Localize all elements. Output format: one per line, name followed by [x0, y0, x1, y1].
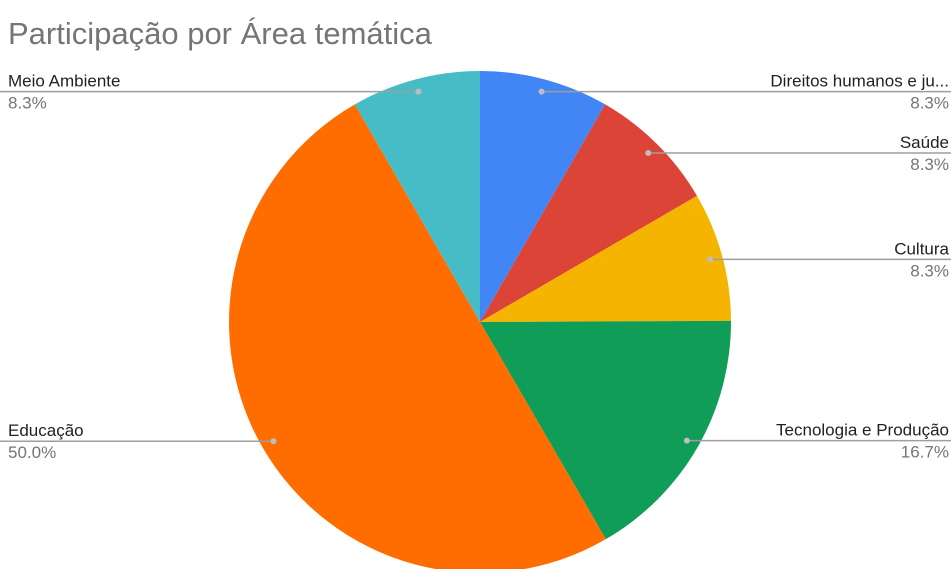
leader-dot — [707, 256, 714, 263]
pie-slice — [228, 104, 606, 569]
leader-dot — [538, 88, 545, 95]
leader-dot — [270, 438, 277, 445]
slice-label: Meio Ambiente — [8, 72, 120, 91]
leader-dot — [645, 149, 652, 156]
slice-label: Cultura — [894, 239, 949, 258]
leader-dot — [683, 437, 690, 444]
slice-value: 8.3% — [8, 94, 47, 113]
pie-slice — [480, 104, 697, 322]
slice-label: Educação — [8, 421, 84, 440]
slice-label: Direitos humanos e ju... — [770, 72, 949, 91]
slice-label: Saúde — [900, 133, 949, 152]
pie-slice — [354, 71, 480, 322]
slice-label: Tecnologia e Produção — [776, 421, 949, 440]
pie-slice — [480, 320, 731, 540]
pie-slice — [480, 195, 731, 322]
slice-value: 8.3% — [910, 155, 949, 174]
slice-value: 16.7% — [901, 443, 949, 462]
leader-dot — [415, 88, 422, 95]
slice-value: 8.3% — [910, 94, 949, 113]
slice-value: 8.3% — [910, 261, 949, 280]
slice-value: 50.0% — [8, 443, 56, 462]
chart-title: Participação por Área temática — [8, 16, 433, 51]
pie-slice — [480, 71, 606, 322]
